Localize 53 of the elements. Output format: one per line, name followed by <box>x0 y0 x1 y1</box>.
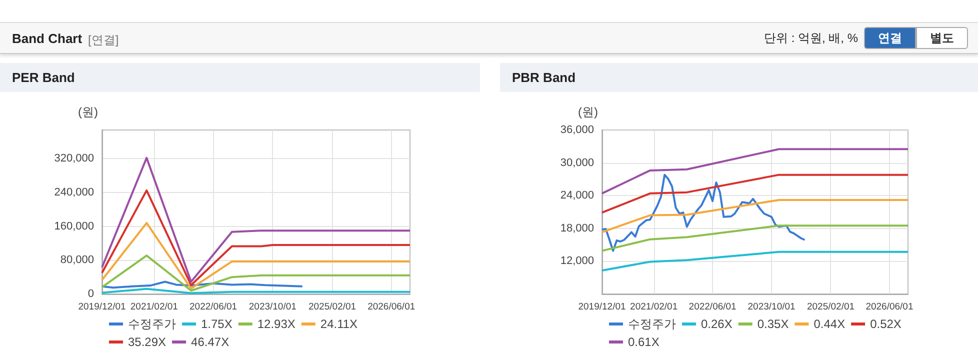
line-series <box>101 254 411 292</box>
y-tick-label: 0 <box>88 288 94 300</box>
x-tick-label: 2023/10/01 <box>248 302 296 312</box>
y-tick-label: 320,000 <box>54 152 94 165</box>
y-tick-label: 18,000 <box>560 222 594 234</box>
line-series <box>601 198 909 234</box>
x-tick-label: 2021/02/01 <box>130 302 178 312</box>
line-series <box>601 250 909 272</box>
y-tick-label: 240,000 <box>54 186 94 199</box>
line-series <box>601 224 909 252</box>
line-series <box>601 174 806 252</box>
text: 단위 : 억원, 배, % <box>764 30 858 46</box>
line-series <box>101 189 411 286</box>
text: 연결 <box>864 27 916 49</box>
x-tick-label: 2022/06/01 <box>190 302 238 312</box>
text: 별도 <box>916 27 968 49</box>
legend-label: 수정주가 <box>128 317 176 331</box>
y-tick-label: 24,000 <box>560 190 594 202</box>
legend-label: 0.44X <box>814 317 846 331</box>
legend-label: 24.11X <box>320 317 358 331</box>
y-tick-label: 30,000 <box>560 156 594 169</box>
text: [연결] <box>88 32 119 49</box>
x-tick-label: 2021/02/01 <box>630 302 678 312</box>
line-series <box>601 174 909 214</box>
y-axis-title: (원) <box>78 105 98 119</box>
chart-title: PER Band <box>0 63 480 92</box>
y-tick-label: 160,000 <box>54 220 94 232</box>
line-series <box>101 222 411 290</box>
legend-label: 수정주가 <box>628 317 676 331</box>
legend-label: 0.26X <box>701 317 732 331</box>
y-tick-label: 12,000 <box>560 255 594 268</box>
x-tick-label: 2022/06/01 <box>688 302 736 312</box>
x-tick-label: 2026/06/01 <box>866 302 914 312</box>
y-tick-label: 80,000 <box>60 254 94 266</box>
x-tick-label: 2026/06/01 <box>368 302 416 312</box>
x-tick-label: 2019/12/01 <box>578 302 626 312</box>
line-series <box>601 148 909 194</box>
y-axis-title: (원) <box>578 105 598 119</box>
legend-label: 0.52X <box>870 317 902 331</box>
x-tick-label: 2025/02/01 <box>308 302 356 312</box>
legend-label: 1.75X <box>201 317 232 331</box>
y-tick-label: 36,000 <box>560 124 594 136</box>
x-tick-label: 2025/02/01 <box>806 302 855 312</box>
x-tick-label: 2023/10/01 <box>748 302 796 312</box>
legend-label: 46.47X <box>191 335 230 349</box>
legend-label: 35.29X <box>128 335 166 349</box>
chart-title: PBR Band <box>500 63 978 92</box>
legend-label: 0.61X <box>628 335 660 349</box>
legend-label: 12.93X <box>257 317 296 331</box>
line-series <box>101 156 411 283</box>
x-tick-label: 2019/12/01 <box>78 302 126 312</box>
text: Band Chart <box>12 31 82 46</box>
legend-label: 0.35X <box>757 317 789 331</box>
